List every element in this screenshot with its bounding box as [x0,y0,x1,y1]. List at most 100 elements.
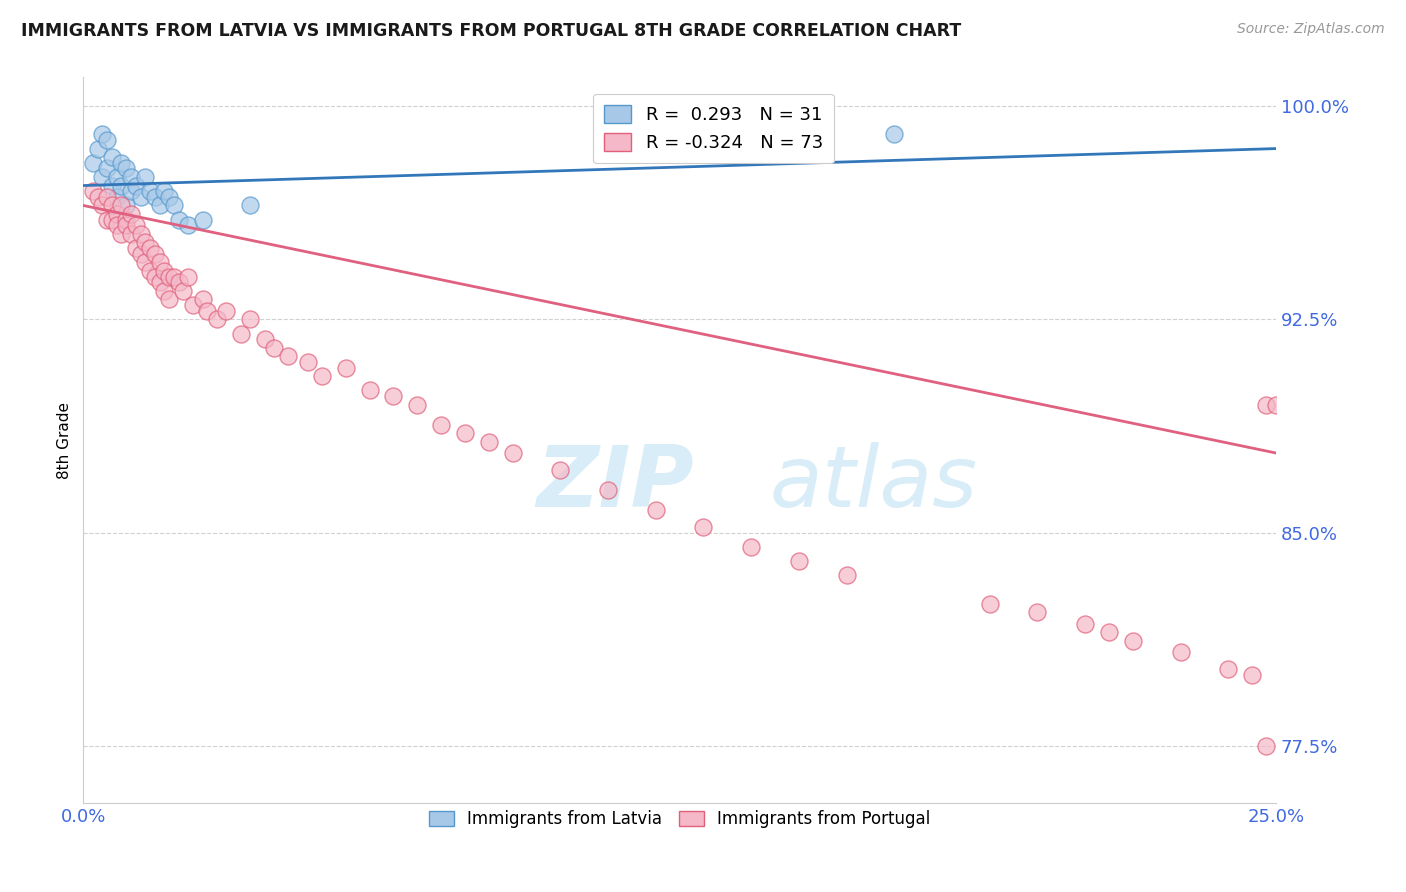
Point [91,128,114,142]
Point [139,241,162,255]
Point [105,207,128,221]
Point [177,269,200,284]
Point [110,198,132,212]
Point [406,398,429,412]
Point [120,169,142,184]
Point [110,178,132,193]
Point [382,389,405,403]
Point [139,184,162,198]
Point [115,212,138,227]
Point [153,184,176,198]
Point [1074,616,1097,631]
Point [253,332,276,346]
Point [120,227,142,241]
Point [979,597,1001,611]
Point [502,446,524,460]
Point [311,369,333,384]
Point [787,554,810,568]
Point [125,219,148,233]
Point [101,178,124,193]
Point [149,198,172,212]
Point [157,190,180,204]
Point [596,483,619,497]
Point [163,269,186,284]
Point [454,426,477,441]
Point [129,190,152,204]
Point [125,241,148,255]
Point [1026,605,1049,619]
Point [96,161,118,176]
Point [177,219,200,233]
Point [153,264,176,278]
Point [239,312,262,326]
Point [105,169,128,184]
Point [157,293,180,307]
Point [143,247,166,261]
Point [115,161,138,176]
Text: ZIP: ZIP [537,442,695,525]
Point [811,113,834,128]
Text: atlas: atlas [769,442,977,525]
Point [101,150,124,164]
Point [1218,662,1240,676]
Point [191,212,214,227]
Point [1256,398,1278,412]
Point [101,198,124,212]
Point [139,264,162,278]
Point [153,284,176,298]
Point [297,355,319,369]
Point [143,269,166,284]
Point [1256,739,1278,753]
Point [229,326,252,341]
Point [1265,398,1288,412]
Point [215,303,238,318]
Y-axis label: 8th Grade: 8th Grade [58,401,72,479]
Point [105,190,128,204]
Point [1098,625,1121,640]
Point [239,198,262,212]
Point [110,156,132,170]
Point [263,341,285,355]
Point [134,255,156,269]
Point [91,169,114,184]
Point [105,219,128,233]
Point [692,520,714,534]
Point [550,463,572,477]
Point [1170,645,1192,659]
Point [205,312,228,326]
Point [277,349,299,363]
Point [125,178,148,193]
Point [115,219,138,233]
Point [91,198,114,212]
Point [101,212,124,227]
Point [167,275,190,289]
Point [195,303,218,318]
Point [172,284,194,298]
Point [96,133,118,147]
Point [157,269,180,284]
Point [110,227,132,241]
Point [86,142,108,156]
Point [129,227,152,241]
Point [143,190,166,204]
Point [181,298,204,312]
Point [96,190,118,204]
Point [134,235,156,250]
Text: IMMIGRANTS FROM LATVIA VS IMMIGRANTS FROM PORTUGAL 8TH GRADE CORRELATION CHART: IMMIGRANTS FROM LATVIA VS IMMIGRANTS FRO… [21,22,962,40]
Point [359,384,381,398]
Point [134,169,156,184]
Point [430,417,453,432]
Point [115,198,138,212]
Point [82,156,104,170]
Text: Source: ZipAtlas.com: Source: ZipAtlas.com [1237,22,1385,37]
Point [191,293,214,307]
Point [478,434,501,449]
Legend: Immigrants from Latvia, Immigrants from Portugal: Immigrants from Latvia, Immigrants from … [422,803,936,835]
Point [149,275,172,289]
Point [96,212,118,227]
Point [883,128,905,142]
Point [167,212,190,227]
Point [86,190,108,204]
Point [120,207,142,221]
Point [129,247,152,261]
